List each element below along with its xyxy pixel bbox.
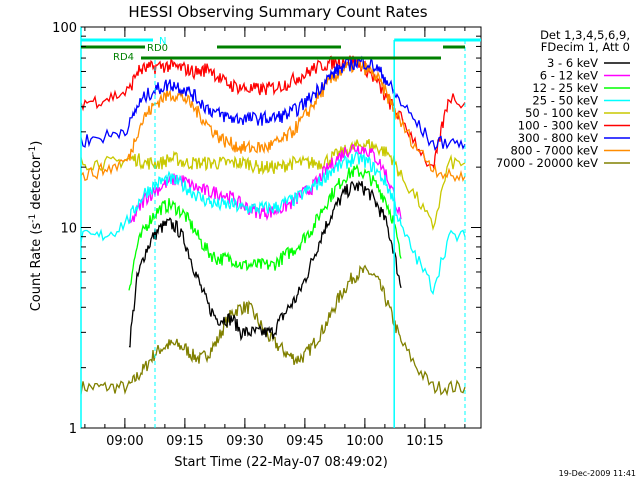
legend-label-0: 3 - 6 keV bbox=[547, 56, 598, 70]
legend: Det 1,3,4,5,6,9, FDecim 1, Att 0 3 - 6 k… bbox=[496, 28, 630, 170]
y-tick-label: 100 bbox=[52, 21, 77, 36]
series-line-5 bbox=[80, 55, 466, 169]
x-tick-label: 09:30 bbox=[226, 434, 263, 449]
legend-label-1: 6 - 12 keV bbox=[540, 69, 598, 83]
x-tick-label: 09:45 bbox=[286, 434, 323, 449]
y-axis-label-sup1: -1 bbox=[28, 214, 38, 223]
series-line-3 bbox=[80, 151, 466, 296]
plot-border bbox=[80, 26, 482, 429]
y-axis-label-sup2: -1 bbox=[28, 146, 38, 155]
series-line-2 bbox=[128, 163, 402, 291]
series-line-4 bbox=[80, 138, 466, 232]
series-line-6 bbox=[80, 55, 466, 151]
axes: 09:00 09:15 09:30 09:45 10:00 10:15 1 10 100 bbox=[52, 21, 481, 449]
legend-label-5: 100 - 300 keV bbox=[518, 119, 598, 133]
x-tick-label: 10:15 bbox=[406, 434, 443, 449]
label-rd0: RD0 bbox=[147, 43, 168, 54]
plot-frame bbox=[80, 26, 482, 429]
y-tick-label: 1 bbox=[69, 422, 77, 437]
y-axis-label-main: Count Rate (s bbox=[29, 223, 44, 312]
legend-label-4: 50 - 100 keV bbox=[525, 106, 598, 120]
series-layer bbox=[80, 55, 466, 397]
legend-header-line-1: Det 1,3,4,5,6,9, bbox=[540, 28, 630, 42]
x-tick-label: 09:15 bbox=[166, 434, 203, 449]
y-axis-label-end: ) bbox=[29, 141, 44, 146]
legend-label-3: 25 - 50 keV bbox=[532, 94, 598, 108]
legend-label-7: 800 - 7000 keV bbox=[510, 144, 598, 158]
series-line-8 bbox=[80, 264, 466, 397]
chart-title: HESSI Observing Summary Count Rates bbox=[128, 3, 427, 21]
x-tick-label: 10:00 bbox=[346, 434, 383, 449]
generation-timestamp: 19-Dec-2009 11:41 bbox=[559, 469, 636, 478]
y-tick-label: 10 bbox=[60, 222, 77, 237]
legend-label-6: 300 - 800 keV bbox=[518, 131, 598, 145]
y-axis-label-mid: detector bbox=[29, 154, 44, 214]
series-line-7 bbox=[80, 59, 466, 183]
series-line-0 bbox=[128, 180, 402, 348]
legend-label-8: 7000 - 20000 keV bbox=[496, 156, 598, 170]
x-tick-label: 09:00 bbox=[106, 434, 143, 449]
x-axis-label: Start Time (22-May-07 08:49:02) bbox=[174, 455, 388, 470]
y-axis-label: Count Rate (s-1 detector-1) bbox=[28, 141, 44, 312]
label-n: N bbox=[159, 36, 166, 47]
legend-header-line-2: FDecim 1, Att 0 bbox=[541, 40, 630, 54]
label-rd4: RD4 bbox=[113, 52, 134, 63]
legend-label-2: 12 - 25 keV bbox=[532, 81, 598, 95]
